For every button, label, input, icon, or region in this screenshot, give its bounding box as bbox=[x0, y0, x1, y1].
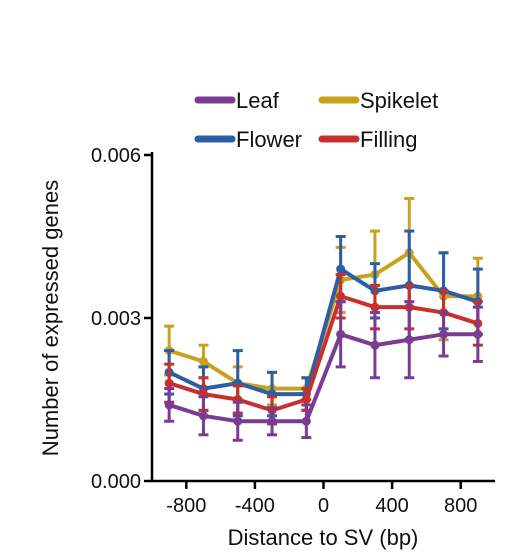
line-spikelet bbox=[168, 250, 478, 391]
x-tick-label: 0 bbox=[318, 495, 329, 517]
y-tick-label: 0.006 bbox=[91, 145, 141, 167]
point-filling bbox=[164, 378, 174, 388]
line-flower bbox=[168, 267, 479, 397]
legend: Leaf Spikelet Flower Filling bbox=[194, 88, 438, 152]
x-tick-label: 400 bbox=[375, 495, 408, 517]
point-leaf bbox=[233, 416, 243, 426]
line-leaf bbox=[168, 332, 478, 424]
point-leaf bbox=[164, 400, 174, 410]
point-leaf bbox=[198, 411, 208, 421]
legend-label-spikelet: Spikelet bbox=[360, 88, 438, 113]
legend-label-leaf: Leaf bbox=[236, 88, 280, 113]
legend-label-filling: Filling bbox=[360, 127, 417, 152]
point-leaf bbox=[370, 340, 380, 350]
series-leaf bbox=[164, 300, 483, 442]
point-leaf bbox=[336, 329, 346, 339]
y-tick-label: 0.003 bbox=[91, 308, 141, 330]
point-leaf bbox=[301, 416, 311, 426]
point-filling bbox=[336, 291, 346, 301]
point-leaf bbox=[404, 335, 414, 345]
legend-label-flower: Flower bbox=[236, 127, 302, 152]
point-leaf bbox=[473, 329, 483, 339]
y-ticks: 0.000 0.003 0.006 bbox=[91, 145, 152, 493]
point-leaf bbox=[267, 416, 277, 426]
x-tick-label: -800 bbox=[166, 495, 206, 517]
x-tick-label: -400 bbox=[235, 495, 275, 517]
line-filling bbox=[168, 294, 479, 413]
x-ticks: -800 -400 0 400 800 bbox=[166, 481, 477, 517]
series-layer bbox=[164, 196, 483, 442]
point-leaf bbox=[439, 329, 449, 339]
series-flower bbox=[164, 229, 483, 418]
x-axis-title: Distance to SV (bp) bbox=[228, 525, 419, 550]
point-flower bbox=[336, 264, 346, 274]
point-spikelet bbox=[198, 356, 208, 366]
x-tick-label: 800 bbox=[444, 495, 477, 517]
y-tick-label: 0.000 bbox=[91, 471, 141, 493]
point-filling bbox=[370, 302, 380, 312]
series-filling bbox=[164, 273, 483, 426]
point-filling bbox=[301, 395, 311, 404]
y-axis-title: Number of expressed genes bbox=[38, 180, 63, 456]
